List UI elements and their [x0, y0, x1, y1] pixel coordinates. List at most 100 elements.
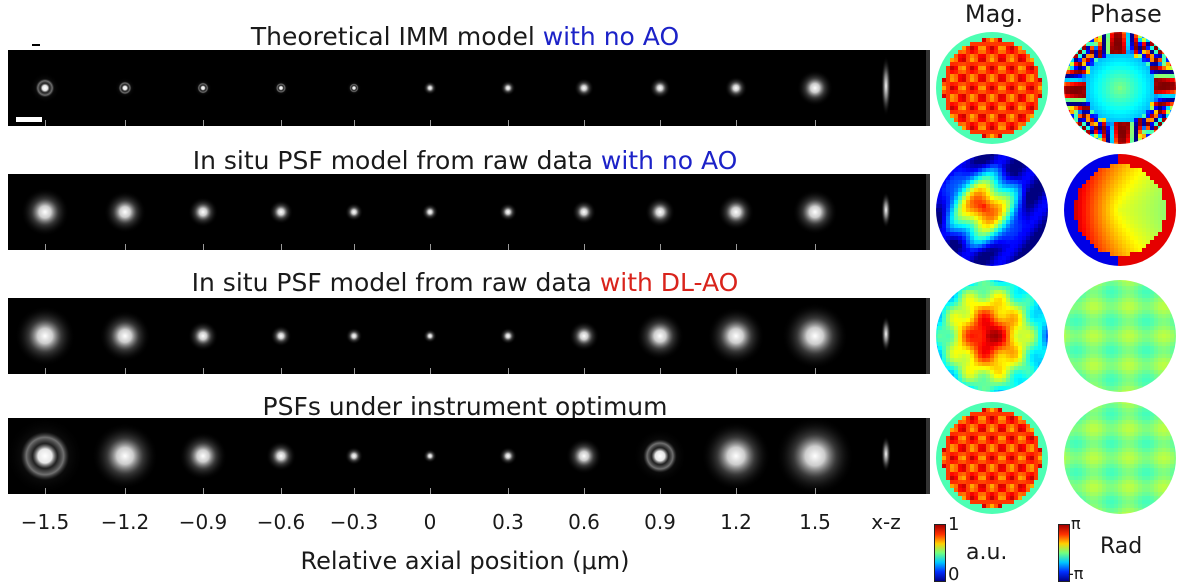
psf-spot-r4-c9 [633, 429, 687, 483]
axis-tick-7: 0.3 [492, 510, 524, 534]
psf-spot-r3-c10 [707, 307, 765, 365]
psf-spot-r3-c3 [188, 321, 218, 351]
psf-spot-r4-c7 [499, 447, 517, 465]
psf-spot-r1-c10 [724, 76, 748, 100]
psf-tick-r2-c11 [815, 244, 816, 250]
psf-tick-r1-c8 [584, 120, 585, 126]
row-2-title-highlight: with no AO [600, 146, 738, 175]
psf-spot-r3-c1 [15, 306, 75, 366]
psf-tick-r4-c2 [125, 488, 126, 494]
axis-tick-3: −0.9 [178, 510, 228, 534]
psf-spot-r1-c9 [649, 77, 671, 99]
psf-tick-r2-c6 [430, 244, 431, 250]
psf-tick-r3-c6 [430, 368, 431, 374]
axis-tick-8: 0.6 [568, 510, 600, 534]
psf-spot-r4-c6 [423, 449, 437, 463]
phase-colorbar [1058, 524, 1070, 582]
psf-tick-r3-c8 [584, 368, 585, 374]
psf-spot-r1-c2 [114, 77, 136, 99]
psf-tick-r2-c8 [584, 244, 585, 250]
psf-tick-r2-c1 [45, 244, 46, 250]
axis-tick-1: −1.5 [20, 510, 70, 534]
axis-tick-6: 0 [423, 510, 437, 534]
psf-tick-r2-c2 [125, 244, 126, 250]
phase-colorbar-unit: Rad [1100, 534, 1143, 559]
x-axis-label: Relative axial position (μm) [300, 547, 630, 575]
psf-strip-row-3 [8, 298, 930, 374]
axis-tick-10: 1.2 [720, 510, 752, 534]
psf-spot-r4-c2 [92, 423, 158, 489]
psf-strip-row-4 [6, 417, 930, 495]
psf-tick-r1-c2 [125, 120, 126, 126]
psf-xz-r3 [881, 316, 891, 352]
psf-tick-r3-c4 [281, 368, 282, 374]
psf-tick-r4-c11 [815, 488, 816, 494]
psf-strip-row-2 [8, 174, 930, 250]
mag-pupil-row-2 [934, 152, 1050, 268]
psf-tick-r1-c1 [45, 120, 46, 126]
psf-tick-r1-c4 [281, 120, 282, 126]
psf-spot-r1-c6 [423, 81, 437, 95]
phase-pupil-row-1 [1062, 30, 1178, 146]
row-1-title: Theoretical IMM model with no AO [0, 22, 930, 51]
psf-spot-r1-c5 [346, 80, 362, 96]
psf-tick-r2-c5 [354, 244, 355, 250]
phase-colorbar-max: π [1071, 514, 1081, 533]
psf-tick-r1-c10 [736, 120, 737, 126]
psf-spot-r3-c5 [345, 327, 363, 345]
row-4-title: PSFs under instrument optimum [0, 392, 930, 421]
psf-tick-r1-c7 [508, 120, 509, 126]
psf-spot-r2-c4 [269, 200, 293, 224]
psf-spot-r2-c7 [499, 203, 517, 221]
psf-tick-r3-c9 [660, 368, 661, 374]
psf-spot-r3-c11 [782, 303, 848, 369]
psf-spot-r3-c6 [423, 329, 437, 343]
psf-tick-r1-c5 [354, 120, 355, 126]
psf-tick-r3-c2 [125, 368, 126, 374]
psf-spot-r4-c4 [266, 441, 296, 471]
axis-tick-5: −0.3 [329, 510, 379, 534]
psf-tick-r4-c7 [508, 488, 509, 494]
psf-tick-r4-c3 [203, 488, 204, 494]
psf-tick-r2-c7 [508, 244, 509, 250]
psf-tick-r4-c6 [430, 488, 431, 494]
psf-spot-r4-c10 [701, 421, 771, 491]
axis-tick-12: x-z [871, 510, 901, 534]
psf-tick-r1-c3 [203, 120, 204, 126]
axis-tick-2: −1.2 [100, 510, 150, 534]
row-2-title-main: In situ PSF model from raw data [192, 146, 601, 175]
psf-tick-r4-c8 [584, 488, 585, 494]
psf-tick-r2-c9 [660, 244, 661, 250]
psf-tick-r4-c1 [45, 488, 46, 494]
magnitude-header: Mag. [964, 0, 1024, 28]
mag-pupil-row-4 [934, 400, 1050, 516]
psf-xz-r2 [881, 192, 891, 228]
psf-spot-r3-c8 [569, 321, 599, 351]
psf-spot-r1-c3 [194, 79, 212, 97]
psf-strip-row-1 [8, 50, 930, 126]
psf-spot-r1-c8 [574, 78, 594, 98]
psf-tick-r1-c6 [430, 120, 431, 126]
phase-pupil-row-2 [1062, 152, 1178, 268]
psf-tick-r1-c11 [815, 120, 816, 126]
magnitude-colorbar-max: 1 [948, 514, 960, 535]
psf-spot-r4-c11 [776, 417, 854, 495]
psf-spot-r2-c11 [792, 189, 838, 235]
psf-tick-r2-c10 [736, 244, 737, 250]
psf-spot-r1-c1 [30, 73, 60, 103]
psf-spot-r4-c1 [6, 417, 84, 495]
psf-tick-r1-c9 [660, 120, 661, 126]
mag-pupil-row-3 [934, 278, 1050, 394]
psf-spot-r2-c9 [645, 197, 675, 227]
phase-pupil-row-4 [1062, 400, 1178, 516]
psf-spot-r3-c4 [270, 325, 292, 347]
psf-tick-r3-c5 [354, 368, 355, 374]
row-1-title-highlight: with no AO [542, 22, 680, 51]
magnitude-colorbar [934, 524, 946, 582]
psf-tick-r4-c9 [660, 488, 661, 494]
psf-tick-r3-c3 [203, 368, 204, 374]
psf-xz-r4 [881, 436, 891, 472]
psf-spot-r1-c11 [797, 70, 833, 106]
psf-spot-r2-c5 [345, 203, 363, 221]
row-4-title-main: PSFs under instrument optimum [262, 392, 668, 421]
